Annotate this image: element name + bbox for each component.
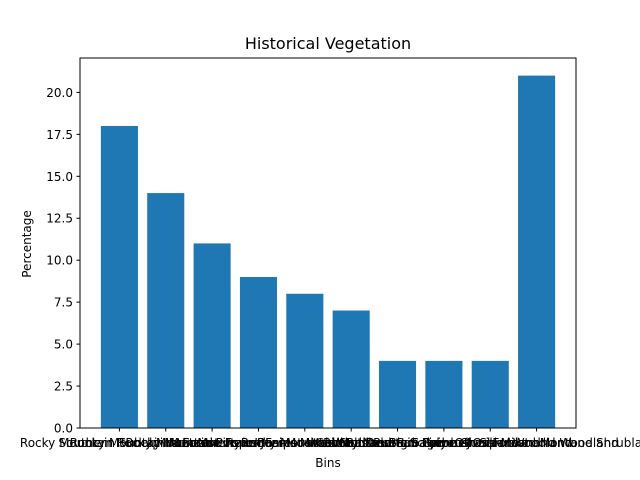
bar-4	[239, 276, 278, 428]
y-tick-label: 15.0	[46, 170, 73, 184]
x-tick-label: Inter-Mountain Basins Mixed Salt Desert …	[166, 436, 444, 450]
y-tick-label: 12.5	[46, 212, 73, 226]
bar-8	[425, 360, 463, 428]
plot-frame	[79, 57, 577, 429]
bar-1	[100, 125, 138, 429]
x-tick-label: Other Forest and Woodland	[454, 436, 618, 450]
y-axis-label: Percentage	[20, 210, 34, 278]
y-tick-label: 17.5	[46, 128, 73, 142]
chart-title: Historical Vegetation	[245, 34, 411, 53]
bar-9	[471, 360, 509, 428]
bar-5	[286, 293, 324, 428]
x-tick-label: Rocky Mountain Subalpine Forest	[20, 436, 219, 450]
y-tick-label: 10.0	[46, 254, 73, 268]
bar-2	[147, 193, 185, 428]
y-tick-label: 0.0	[54, 422, 73, 436]
bar-10	[518, 75, 556, 429]
x-tick-label: Southern Rocky Mountain Montane-Subalpin…	[183, 436, 520, 450]
x-axis-label: Bins	[315, 456, 340, 470]
y-tick-label: 7.5	[54, 296, 73, 310]
bar-7	[378, 360, 417, 428]
y-tick-label: 20.0	[46, 86, 73, 100]
x-tick-label: Southern Rocky Mountain Pinyon-Juniper W…	[58, 436, 365, 450]
x-tick-label: Rocky Mountain Aspen Forest and Woodland	[125, 436, 391, 450]
bar-series	[100, 75, 556, 429]
x-tick-label: Colorado Plateau Pinyon-Juniper Woodland	[316, 436, 572, 450]
bar-6	[332, 310, 370, 428]
x-tick-label: Rocky Mountain Gambel Oak-Mixed Montane …	[323, 436, 640, 450]
x-tick-label: Rocky Mountain Montane Forest	[70, 436, 262, 450]
x-tick-label: Inter-Mountain Basins Big Sagebrush Shru…	[254, 436, 540, 450]
y-tick-label: 2.5	[54, 380, 73, 394]
bar-3	[193, 243, 231, 428]
y-tick-label: 5.0	[54, 338, 73, 352]
y-axis-ticks: 0.0 2.5 5.0 7.5 10.0 12.5 15.0 17.5 20.0	[46, 86, 80, 436]
